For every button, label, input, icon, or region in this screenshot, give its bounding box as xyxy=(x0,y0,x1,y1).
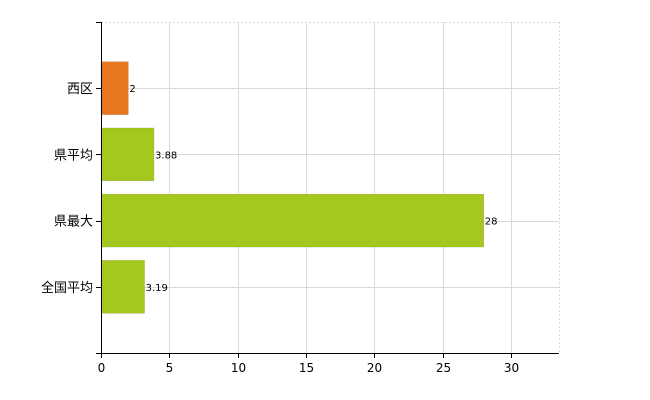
bars xyxy=(100,61,485,314)
category-label-2: 県最大 xyxy=(54,215,93,230)
category-label-1: 県平均 xyxy=(54,148,93,163)
x-tick-label-10: 10 xyxy=(231,361,246,375)
category-label-3: 全国平均 xyxy=(41,280,93,296)
bar-2 xyxy=(100,193,485,248)
data-label-0: 2 xyxy=(129,84,135,95)
axes xyxy=(96,22,559,358)
data-label-3: 3.19 xyxy=(146,283,168,294)
bar-3 xyxy=(100,260,145,314)
x-tick-label-20: 20 xyxy=(367,361,382,375)
x-tick-label-0: 0 xyxy=(98,361,106,375)
bar-0 xyxy=(100,61,129,115)
bar-1 xyxy=(100,127,155,182)
data-label-2: 28 xyxy=(485,217,498,228)
x-tick-label-15: 15 xyxy=(299,361,314,375)
category-label-0: 西区 xyxy=(67,82,93,97)
x-tick-label-30: 30 xyxy=(504,361,519,375)
grid-lines xyxy=(101,22,560,353)
x-tick-label-25: 25 xyxy=(436,361,451,375)
data-label-1: 3.88 xyxy=(155,150,177,161)
x-tick-label-5: 5 xyxy=(166,361,174,375)
